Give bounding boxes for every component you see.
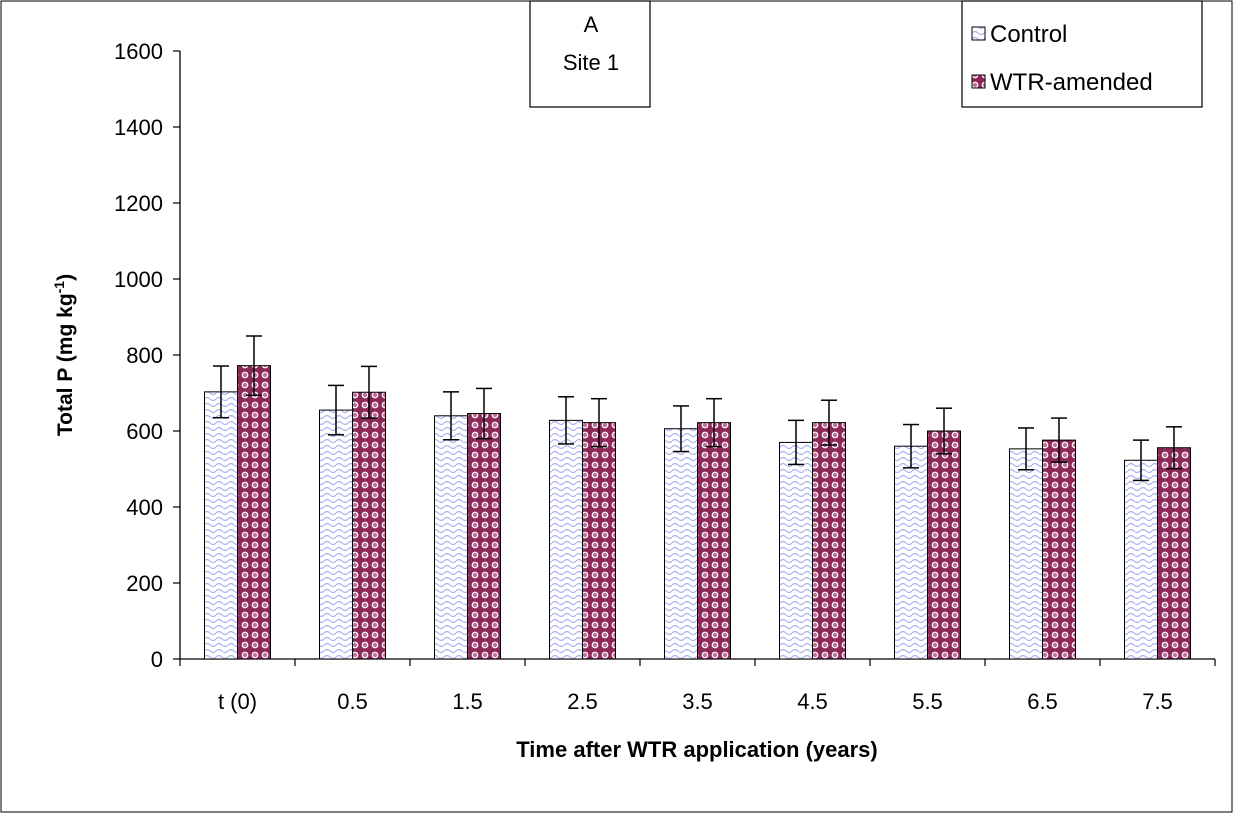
bar-wtr-amended [927,430,961,660]
error-bar [903,423,919,469]
y-tick-label: 1400 [114,115,163,140]
error-bar [591,397,607,448]
bar-control [894,445,928,660]
error-bar [476,387,492,440]
legend-label-wtr: WTR-amended [990,69,1153,96]
y-tick-label: 200 [126,571,163,596]
x-tick-label: 0.5 [337,689,368,714]
error-bar [443,391,459,441]
error-bar [936,407,952,455]
error-bar [1133,439,1149,482]
y-tick-label: 1000 [114,267,163,292]
x-tick-label: 6.5 [1027,689,1058,714]
legend-label-control: Control [990,21,1067,48]
x-tick-label: 1.5 [452,689,483,714]
y-tick-label: 800 [126,343,163,368]
bar-control [1009,448,1043,660]
error-bars [213,335,1182,482]
legend-swatch-wtr [971,74,986,89]
bars [204,365,1191,660]
y-tick-label: 1600 [114,39,163,64]
bar-wtr-amended [812,422,846,660]
site-label: Site 1 [563,50,619,75]
error-bar [1051,417,1067,463]
error-bar [213,365,229,419]
y-tick-label: 0 [151,647,163,672]
bar-wtr-amended [467,413,501,660]
bar-control [319,409,353,660]
error-bar [246,335,262,397]
bar-control [204,391,238,660]
panel-label: A [584,12,599,37]
bar-wtr-amended [697,422,731,660]
bar-control [779,441,813,660]
y-tick-label: 600 [126,419,163,444]
x-tick-label: 3.5 [682,689,713,714]
x-tick-label: t (0) [218,689,257,714]
x-tick-labels: t (0) 0.5 1.5 2.5 3.5 4.5 5.5 6.5 7.5 [218,689,1173,714]
error-bar [328,384,344,436]
y-tick-labels: 0 200 400 600 800 1000 1200 1400 1600 [114,39,163,672]
panel-label-box: A Site 1 [529,0,651,108]
bar-control [664,428,698,660]
bar-wtr-amended [1157,447,1191,660]
bar-control [1124,459,1158,660]
error-bar [361,365,377,419]
x-tick-label: 7.5 [1142,689,1173,714]
legend: Control WTR-amended [961,0,1203,108]
bar-wtr-amended [582,422,616,660]
error-bar [1018,427,1034,471]
x-tick-label: 5.5 [912,689,943,714]
error-bar [821,399,837,446]
bar-wtr-amended [1042,439,1076,660]
error-bar [673,405,689,453]
legend-swatch-control [971,26,986,41]
bar-wtr-amended [352,391,386,660]
y-tick-label: 400 [126,495,163,520]
error-bar [558,396,574,445]
bar-wtr-amended [237,365,271,660]
error-bar [1166,426,1182,470]
x-tick-label: 4.5 [797,689,828,714]
y-tick-label: 1200 [114,191,163,216]
x-tick-label: 2.5 [567,689,598,714]
bar-control [549,419,583,660]
error-bar [788,419,804,466]
error-bar [706,397,722,448]
y-axis-label: Total P (mg kg-1) [51,274,77,436]
x-axis-label: Time after WTR application (years) [516,737,877,762]
bar-control [434,415,468,660]
